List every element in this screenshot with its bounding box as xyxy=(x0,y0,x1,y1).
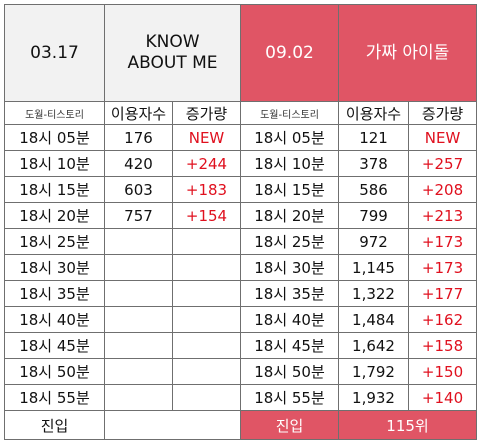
table-row: 18시 05분 176 NEW 18시 05분 121 NEW xyxy=(4,124,478,151)
footer-row: 진입 진입 115위 xyxy=(4,410,478,440)
right-increase-cell: +208 xyxy=(408,176,478,203)
left-users-header: 이용자수 xyxy=(104,101,173,125)
right-increase-cell: NEW xyxy=(408,124,478,151)
left-time-cell: 18시 45분 xyxy=(4,332,105,359)
left-date: 03.17 xyxy=(4,4,105,102)
right-time-cell: 18시 45분 xyxy=(240,332,340,359)
left-users-cell xyxy=(104,384,173,411)
left-users-cell: 603 xyxy=(104,176,173,203)
right-time-cell: 18시 35분 xyxy=(240,280,340,307)
right-users-cell: 1,642 xyxy=(338,332,410,359)
left-time-cell: 18시 20분 xyxy=(4,202,105,229)
right-footer-rank: 115위 xyxy=(338,410,478,440)
right-increase-cell: +140 xyxy=(408,384,478,411)
table-row: 18시 55분 18시 55분 1,932 +140 xyxy=(4,384,478,411)
table-row: 18시 15분 603 +183 18시 15분 586 +208 xyxy=(4,176,478,203)
right-users-cell: 1,932 xyxy=(338,384,410,411)
left-time-cell: 18시 05분 xyxy=(4,124,105,151)
table-row: 18시 45분 18시 45분 1,642 +158 xyxy=(4,332,478,359)
left-time-cell: 18시 15분 xyxy=(4,176,105,203)
chart-comparison-table: 03.17 KNOW ABOUT ME 09.02 가짜 아이돌 도월-티스토리… xyxy=(4,4,478,440)
right-increase-cell: +150 xyxy=(408,358,478,385)
right-users-cell: 1,322 xyxy=(338,280,410,307)
table-row: 18시 40분 18시 40분 1,484 +162 xyxy=(4,306,478,333)
left-users-cell xyxy=(104,254,173,281)
right-users-cell: 1,484 xyxy=(338,306,410,333)
right-source-label: 도월-티스토리 xyxy=(240,101,340,125)
left-increase-cell xyxy=(171,384,242,411)
left-users-cell: 420 xyxy=(104,150,173,177)
right-increase-cell: +177 xyxy=(408,280,478,307)
left-time-cell: 18시 50분 xyxy=(4,358,105,385)
left-increase-cell xyxy=(171,358,242,385)
right-time-cell: 18시 40분 xyxy=(240,306,340,333)
right-users-cell: 378 xyxy=(338,150,410,177)
left-time-cell: 18시 10분 xyxy=(4,150,105,177)
right-increase-cell: +257 xyxy=(408,150,478,177)
table-row: 18시 50분 18시 50분 1,792 +150 xyxy=(4,358,478,385)
right-date: 09.02 xyxy=(240,4,340,102)
header-row: 03.17 KNOW ABOUT ME 09.02 가짜 아이돌 xyxy=(4,4,478,102)
column-header-row: 도월-티스토리 이용자수 증가량 도월-티스토리 이용자수 증가량 xyxy=(4,101,478,125)
right-increase-cell: +213 xyxy=(408,202,478,229)
left-users-cell: 757 xyxy=(104,202,173,229)
left-users-cell xyxy=(104,228,173,255)
left-users-cell xyxy=(104,358,173,385)
left-time-cell: 18시 30분 xyxy=(4,254,105,281)
right-users-cell: 799 xyxy=(338,202,410,229)
left-time-cell: 18시 40분 xyxy=(4,306,105,333)
left-title-line1: KNOW xyxy=(145,32,200,52)
left-footer-empty xyxy=(103,410,242,440)
right-users-cell: 586 xyxy=(338,176,410,203)
right-increase-cell: +162 xyxy=(408,306,478,333)
right-song-title: 가짜 아이돌 xyxy=(338,4,478,102)
left-footer-label: 진입 xyxy=(4,410,105,440)
left-increase-header: 증가량 xyxy=(171,101,242,125)
left-song-title: KNOW ABOUT ME xyxy=(103,4,242,102)
right-increase-cell: +158 xyxy=(408,332,478,359)
right-users-cell: 972 xyxy=(338,228,410,255)
left-increase-cell xyxy=(171,306,242,333)
table-row: 18시 10분 420 +244 18시 10분 378 +257 xyxy=(4,150,478,177)
table-row: 18시 35분 18시 35분 1,322 +177 xyxy=(4,280,478,307)
right-time-cell: 18시 20분 xyxy=(240,202,340,229)
right-users-cell: 1,792 xyxy=(338,358,410,385)
left-increase-cell: +154 xyxy=(171,202,242,229)
right-increase-cell: +173 xyxy=(408,228,478,255)
right-users-header: 이용자수 xyxy=(338,101,410,125)
left-increase-cell xyxy=(171,228,242,255)
table-row: 18시 20분 757 +154 18시 20분 799 +213 xyxy=(4,202,478,229)
left-increase-cell xyxy=(171,332,242,359)
right-time-cell: 18시 30분 xyxy=(240,254,340,281)
left-time-cell: 18시 35분 xyxy=(4,280,105,307)
left-users-cell xyxy=(104,332,173,359)
right-users-cell: 121 xyxy=(338,124,410,151)
right-users-cell: 1,145 xyxy=(338,254,410,281)
left-users-cell: 176 xyxy=(104,124,173,151)
left-time-cell: 18시 25분 xyxy=(4,228,105,255)
left-users-cell xyxy=(104,306,173,333)
table-row: 18시 30분 18시 30분 1,145 +173 xyxy=(4,254,478,281)
left-increase-cell: NEW xyxy=(171,124,242,151)
left-increase-cell: +244 xyxy=(171,150,242,177)
right-time-cell: 18시 10분 xyxy=(240,150,340,177)
left-source-label: 도월-티스토리 xyxy=(4,101,105,125)
left-title-line2: ABOUT ME xyxy=(127,53,218,73)
left-increase-cell: +183 xyxy=(171,176,242,203)
left-increase-cell xyxy=(171,254,242,281)
right-time-cell: 18시 05분 xyxy=(240,124,340,151)
right-increase-cell: +173 xyxy=(408,254,478,281)
left-users-cell xyxy=(104,280,173,307)
right-time-cell: 18시 50분 xyxy=(240,358,340,385)
left-time-cell: 18시 55분 xyxy=(4,384,105,411)
right-time-cell: 18시 55분 xyxy=(240,384,340,411)
table-row: 18시 25분 18시 25분 972 +173 xyxy=(4,228,478,255)
right-time-cell: 18시 15분 xyxy=(240,176,340,203)
right-footer-label: 진입 xyxy=(240,410,340,440)
right-increase-header: 증가량 xyxy=(408,101,478,125)
left-increase-cell xyxy=(171,280,242,307)
right-time-cell: 18시 25분 xyxy=(240,228,340,255)
